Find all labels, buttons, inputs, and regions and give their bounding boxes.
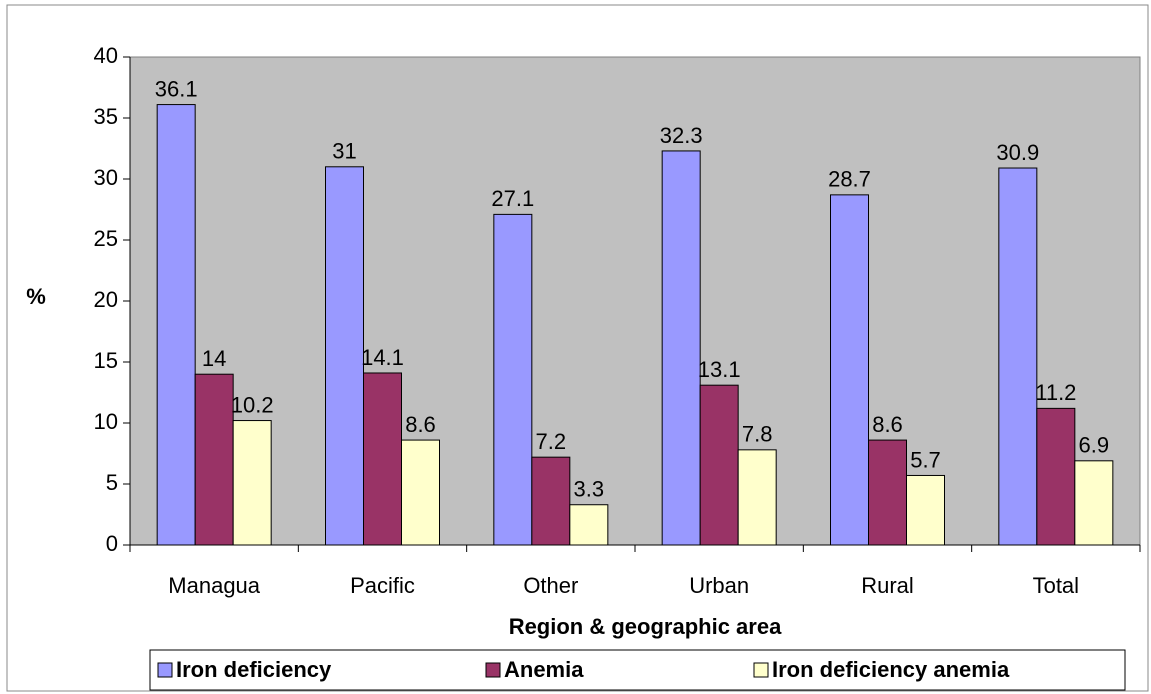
bar xyxy=(868,439,907,546)
data-label: 27.1 xyxy=(491,186,534,211)
plot-area xyxy=(129,56,1141,546)
data-label: 36.1 xyxy=(155,76,198,101)
data-label: 5.7 xyxy=(910,447,941,472)
x-tick-label: Pacific xyxy=(350,573,415,598)
bar xyxy=(325,166,364,546)
y-tick-label: 20 xyxy=(94,287,118,312)
legend-swatch xyxy=(753,662,769,678)
bar xyxy=(232,420,272,546)
bar xyxy=(906,474,945,546)
x-tick-label: Total xyxy=(1033,573,1079,598)
y-tick-label: 25 xyxy=(94,226,118,251)
bar xyxy=(830,194,869,546)
bar xyxy=(737,449,777,546)
data-label: 14 xyxy=(202,346,226,371)
data-label: 8.6 xyxy=(405,412,436,437)
bar xyxy=(156,104,196,546)
bar xyxy=(531,456,571,546)
y-tick-label: 40 xyxy=(94,43,118,68)
data-label: 13.1 xyxy=(698,357,741,382)
data-label: 8.6 xyxy=(872,412,903,437)
y-tick-label: 30 xyxy=(94,165,118,190)
y-tick-label: 35 xyxy=(94,104,118,129)
x-tick-label: Managua xyxy=(168,573,261,598)
data-label: 28.7 xyxy=(828,167,871,192)
data-label: 10.2 xyxy=(231,392,274,417)
data-label: 30.9 xyxy=(996,140,1039,165)
legend-label: Anemia xyxy=(504,657,584,682)
y-tick-label: 0 xyxy=(106,531,118,556)
legend-label: Iron deficiency xyxy=(176,657,332,682)
x-tick-label: Urban xyxy=(689,573,749,598)
data-label: 32.3 xyxy=(660,123,703,148)
bar xyxy=(493,213,533,546)
y-axis-title: % xyxy=(26,284,46,309)
bar xyxy=(1036,407,1076,546)
bar xyxy=(401,439,440,546)
x-tick-label: Rural xyxy=(861,573,914,598)
bar xyxy=(569,504,609,546)
x-axis-title: Region & geographic area xyxy=(509,614,782,639)
bar xyxy=(1074,460,1114,546)
legend-box xyxy=(149,649,1126,691)
legend-label: Iron deficiency anemia xyxy=(772,657,1010,682)
data-label: 31 xyxy=(332,139,356,164)
data-label: 3.3 xyxy=(574,477,605,502)
x-tick-label: Other xyxy=(523,573,578,598)
y-tick-label: 5 xyxy=(106,470,118,495)
y-tick-label: 10 xyxy=(94,409,118,434)
bar xyxy=(661,150,701,546)
data-label: 6.9 xyxy=(1079,433,1110,458)
y-tick-label: 15 xyxy=(94,348,118,373)
data-label: 7.2 xyxy=(536,429,567,454)
legend-swatch xyxy=(157,662,173,678)
data-label: 7.8 xyxy=(742,422,773,447)
bar xyxy=(998,167,1038,546)
data-label: 11.2 xyxy=(1035,380,1076,405)
legend-swatch xyxy=(485,662,501,678)
data-label: 14.1 xyxy=(361,345,404,370)
bar xyxy=(699,384,739,546)
bar xyxy=(194,373,234,546)
bar xyxy=(363,372,402,546)
